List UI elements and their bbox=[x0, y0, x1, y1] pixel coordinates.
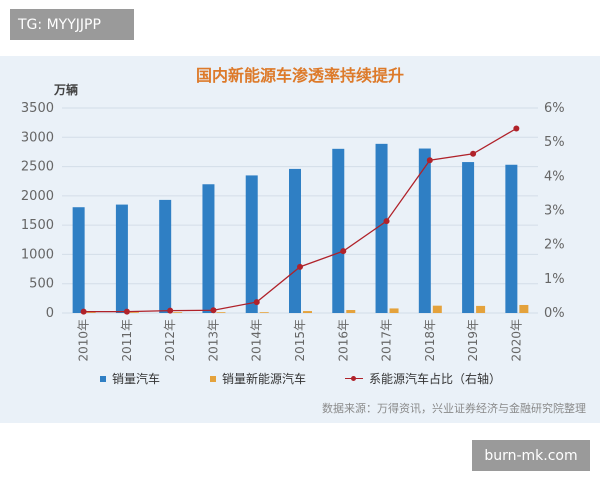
bar-nev bbox=[216, 312, 226, 313]
legend-label-nev: 销量新能源汽车 bbox=[222, 372, 307, 386]
y2-tick-label: 4% bbox=[544, 169, 565, 184]
bar-sales bbox=[202, 184, 215, 313]
y2-tick-label: 3% bbox=[544, 204, 565, 219]
y-tick-label: 0 bbox=[46, 306, 54, 321]
bar-nev bbox=[303, 311, 312, 313]
legend-label-share: 系能源汽车占比（右轴） bbox=[369, 372, 502, 386]
x-tick-label: 2013年 bbox=[206, 319, 220, 362]
y-tick-label: 1000 bbox=[21, 247, 54, 262]
y-tick-label: 3500 bbox=[21, 101, 54, 116]
bar-sales bbox=[505, 164, 518, 313]
tag-label: TG: MYYJJPP bbox=[10, 9, 134, 40]
point-share bbox=[513, 125, 520, 132]
point-share bbox=[340, 248, 347, 255]
bar-nev bbox=[259, 312, 269, 313]
x-tick-label: 2020年 bbox=[509, 319, 523, 362]
y2-tick-label: 0% bbox=[544, 306, 565, 321]
x-tick-label: 2012年 bbox=[163, 319, 177, 362]
point-share bbox=[253, 299, 260, 306]
x-tick-label: 2015年 bbox=[293, 319, 307, 362]
bar-nev bbox=[519, 304, 529, 313]
legend-swatch-share bbox=[345, 376, 363, 380]
y-tick-label: 2500 bbox=[21, 160, 54, 175]
x-tick-label: 2017年 bbox=[380, 319, 394, 362]
bar-sales bbox=[418, 148, 431, 313]
watermark-label: burn-mk.com bbox=[472, 440, 590, 471]
legend-item-share: 系能源汽车占比（右轴） bbox=[345, 370, 501, 387]
y2-tick-label: 6% bbox=[544, 101, 565, 116]
point-share bbox=[383, 218, 390, 225]
point-share bbox=[123, 308, 130, 315]
chart-legend: 销量汽车 销量新能源汽车 系能源汽车占比（右轴） bbox=[100, 370, 540, 390]
legend-item-nev: 销量新能源汽车 bbox=[210, 370, 306, 387]
x-tick-label: 2019年 bbox=[466, 319, 480, 362]
legend-swatch-nev bbox=[210, 375, 216, 382]
bar-sales bbox=[72, 207, 85, 313]
point-share bbox=[167, 307, 174, 314]
bar-sales bbox=[245, 175, 258, 313]
legend-swatch-sales bbox=[100, 375, 106, 382]
bar-nev bbox=[476, 305, 486, 313]
bar-sales bbox=[462, 162, 475, 313]
bar-nev bbox=[389, 308, 399, 313]
x-tick-label: 2014年 bbox=[250, 319, 264, 362]
point-share bbox=[210, 307, 217, 314]
bar-sales bbox=[115, 204, 128, 313]
bar-sales bbox=[159, 199, 172, 313]
bar-sales bbox=[332, 148, 345, 313]
x-tick-label: 2010年 bbox=[77, 319, 91, 362]
y-tick-label: 1500 bbox=[21, 218, 54, 233]
point-share bbox=[80, 308, 87, 315]
legend-item-sales: 销量汽车 bbox=[100, 370, 160, 387]
bar-sales bbox=[375, 143, 388, 313]
point-share bbox=[297, 263, 303, 270]
point-share bbox=[426, 157, 433, 164]
x-tick-label: 2011年 bbox=[120, 319, 134, 362]
y2-tick-label: 5% bbox=[544, 135, 565, 150]
y-tick-label: 3000 bbox=[21, 130, 54, 145]
bar-nev bbox=[173, 312, 183, 313]
bar-nev bbox=[86, 312, 96, 313]
source-note: 数据来源：万得资讯，兴业证券经济与金融研究院整理 bbox=[322, 402, 586, 415]
legend-label-sales: 销量汽车 bbox=[112, 372, 161, 386]
y-tick-label: 2000 bbox=[21, 189, 54, 204]
point-share bbox=[470, 150, 477, 157]
x-tick-label: 2018年 bbox=[423, 319, 437, 362]
bar-nev bbox=[432, 305, 442, 313]
bar-nev bbox=[129, 312, 139, 313]
x-tick-label: 2016年 bbox=[336, 319, 350, 362]
y-tick-label: 500 bbox=[29, 277, 54, 292]
bar-sales bbox=[289, 168, 301, 313]
y2-tick-label: 2% bbox=[544, 238, 565, 253]
bar-nev bbox=[346, 310, 356, 313]
chart-title: 国内新能源车渗透率持续提升 bbox=[195, 66, 404, 85]
y-axis-label: 万辆 bbox=[53, 82, 78, 97]
y2-tick-label: 1% bbox=[544, 272, 565, 287]
